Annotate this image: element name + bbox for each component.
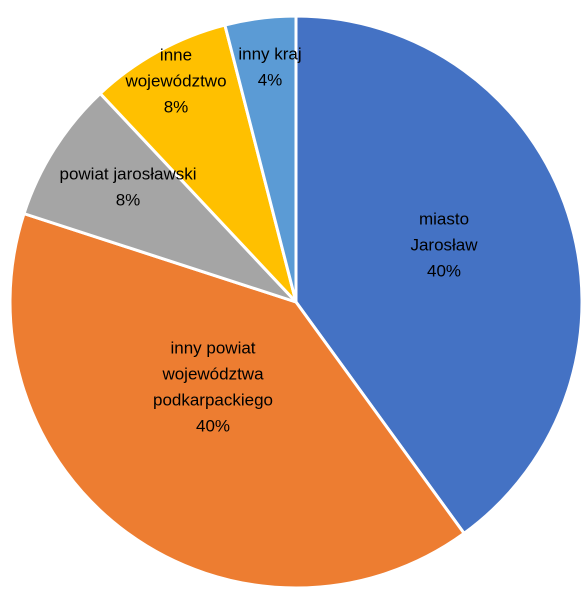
pie-slice-2 (22, 92, 298, 304)
pie-slice-3 (98, 23, 298, 304)
slice-category-label: województwo (124, 71, 226, 90)
labels-layer: miasto Jarosław 40% inny powiat województwa p… (60, 44, 479, 435)
slice-label-0: miasto Jarosław 40% (410, 209, 478, 280)
slice-category-label: podkarpackiego (153, 390, 273, 409)
slice-category-label: powiat jarosławski (60, 164, 197, 183)
slice-percent-label: 40% (196, 416, 230, 435)
slice-label-2: powiat jarosławski 8% (60, 164, 197, 209)
slice-label-4: inny kraj 4% (238, 44, 301, 89)
slice-category-label: Jarosław (410, 235, 478, 254)
slice-category-label: województwa (161, 364, 264, 383)
slice-percent-label: 8% (116, 190, 141, 209)
slice-category-label: inny powiat (170, 338, 255, 357)
slice-percent-label: 4% (258, 70, 283, 89)
slices-layer (8, 14, 582, 590)
slice-category-label: miasto (419, 209, 469, 228)
slice-label-1: inny powiat województwa podkarpackiego 40% (153, 338, 273, 435)
slice-percent-label: 8% (164, 97, 189, 116)
pie-slice-1 (8, 212, 466, 590)
slice-category-label: inny kraj (238, 44, 301, 63)
pie-slice-4 (223, 14, 298, 304)
pie-slice-0 (294, 14, 582, 535)
slice-percent-label: 40% (427, 261, 461, 280)
slice-label-3: inne województwo 8% (124, 45, 226, 116)
slice-category-label: inne (160, 45, 192, 64)
